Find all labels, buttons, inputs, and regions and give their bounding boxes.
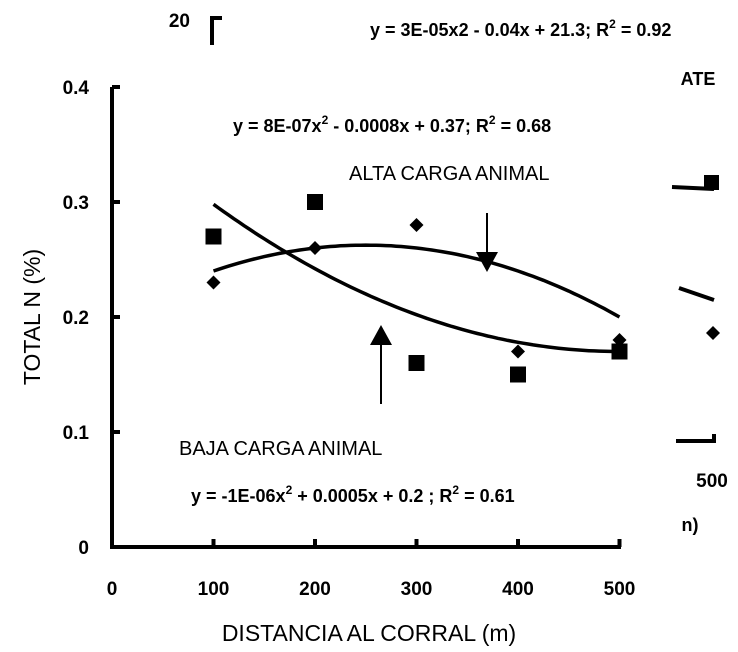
y-tick-label: 0.2	[63, 308, 89, 329]
data-markers	[205, 194, 628, 383]
x-tick-label: 200	[299, 579, 331, 600]
arrow-alta-head	[476, 252, 498, 272]
y-tick-label: 0.3	[63, 193, 89, 214]
background-diamond-marker	[706, 326, 720, 340]
label-baja-carga-animal: BAJA CARGA ANIMAL	[179, 438, 382, 460]
square-marker	[611, 343, 628, 360]
square-marker	[205, 228, 222, 245]
x-tick-label: 0	[107, 579, 118, 600]
background-label-ate: ATE	[681, 69, 716, 89]
background-axis-fragment-2	[676, 434, 716, 443]
background-tick-500: 500	[696, 471, 728, 492]
square-marker	[307, 194, 323, 210]
x-tick-label: 400	[502, 579, 534, 600]
equation-baja: y = -1E-06x2 + 0.0005x + 0.2 ; R2 = 0.61	[191, 483, 515, 506]
arrows	[370, 213, 498, 404]
x-tick-label: 300	[401, 579, 433, 600]
diamond-marker	[409, 218, 424, 232]
background-equation: y = 3E-05x2 - 0.04x + 21.3; R2 = 0.92	[370, 17, 671, 40]
y-tick-label: 0.1	[63, 423, 90, 444]
y-axis-title: TOTAL N (%)	[19, 249, 45, 385]
trend-line-square	[212, 202, 620, 354]
label-alta-carga-animal: ALTA CARGA ANIMAL	[349, 163, 549, 185]
background-axis-fragment	[210, 16, 222, 45]
equation-alta: y = 8E-07x2 - 0.0008x + 0.37; R2 = 0.68	[233, 113, 551, 136]
diamond-marker	[308, 241, 322, 255]
square-marker	[510, 366, 526, 383]
x-tick-label: 100	[198, 579, 230, 600]
diamond-marker	[206, 275, 221, 290]
square-marker	[408, 355, 425, 371]
x-axis-title: DISTANCIA AL CORRAL (m)	[222, 620, 516, 646]
diamond-marker	[511, 344, 525, 359]
axis-tick-labels: 0 0.1 0.2 0.3 0.4 0 100 200 300 400 500	[63, 78, 636, 600]
y-tick-label: 0.4	[63, 78, 90, 99]
background-chart-fragments: 20 y = 3E-05x2 - 0.04x + 21.3; R2 = 0.92…	[169, 11, 728, 535]
background-tick-label: 20	[169, 11, 190, 32]
x-tick-label: 500	[604, 579, 636, 600]
trend-lines	[212, 202, 621, 354]
background-axis-title-fragment: n)	[682, 515, 699, 535]
y-tick-label: 0	[78, 538, 89, 559]
background-square-marker	[704, 175, 719, 190]
trend-line-diamond	[212, 243, 621, 319]
background-trend-fragment-2	[678, 286, 715, 302]
arrow-baja-head	[370, 325, 392, 345]
axis-ticks	[112, 85, 622, 549]
